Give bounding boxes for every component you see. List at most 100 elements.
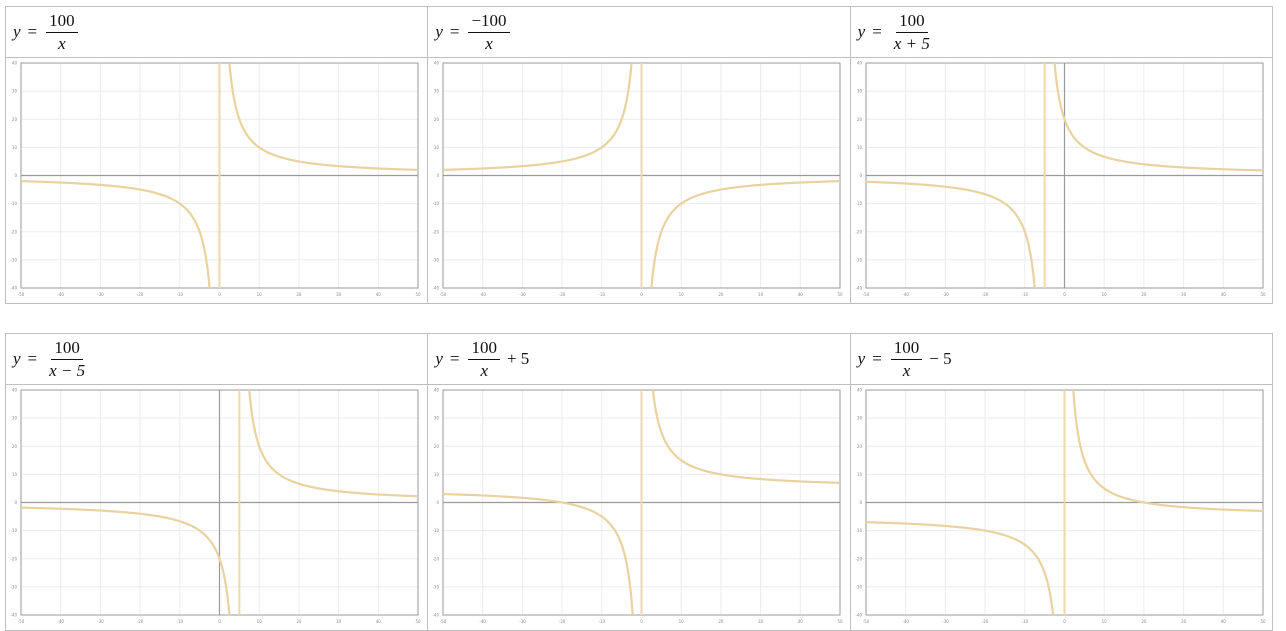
graph-shift-down: -50 -40 -30 -20 -10 0 10 20 30 40 50-40-30-20-1001… <box>855 388 1266 625</box>
fraction: −100 x <box>468 11 510 54</box>
equation-row: y = 100 x y = −100 x y <box>4 6 1274 58</box>
y-tick-label: -40 <box>433 286 440 291</box>
equation-tail: − 5 <box>929 349 952 368</box>
denominator: x + 5 <box>893 33 930 53</box>
equation-cell: y = 100 x − 5 <box>849 333 1274 385</box>
x-tick-label: -20 <box>981 619 988 624</box>
x-tick-label: 20 <box>1141 292 1147 297</box>
equation-cell: y = 100 x − 5 <box>4 333 429 385</box>
x-tick-label: -40 <box>57 292 64 297</box>
x-tick-label: -40 <box>480 619 487 624</box>
y-tick-label: 20 <box>434 444 440 449</box>
equals-sign: = <box>449 22 460 41</box>
y-tick-label: -40 <box>10 613 17 618</box>
x-tick-label: -50 <box>440 292 447 297</box>
y-tick-label: 20 <box>434 117 440 122</box>
x-tick-label: 20 <box>296 619 302 624</box>
equation-lhs: y <box>13 22 21 41</box>
y-tick-label: -30 <box>855 257 862 262</box>
y-tick-label: 10 <box>434 472 440 477</box>
plot-cell: -50 -40 -30 -20 -10 0 10 20 30 40 50 -40 -30 -20 -10 0 1… <box>4 384 429 631</box>
y-tick-label: -10 <box>10 528 17 533</box>
equals-sign: = <box>27 22 38 41</box>
graph-shift-left: -50 -40 -30 -20 -10 0 10 20 30 40 50-40-30-20-1001… <box>855 61 1266 298</box>
x-tick-label: -40 <box>57 619 64 624</box>
y-tick-label: 30 <box>434 416 440 421</box>
graphs-table-bottom: y = 100 x − 5 y = 100 x + 5 <box>4 333 1274 631</box>
numerator: 100 <box>896 11 928 33</box>
x-tick-label: 20 <box>296 292 302 297</box>
denominator: x <box>58 33 66 53</box>
equation: y = 100 x + 5 <box>428 334 849 384</box>
y-tick-label: 10 <box>434 145 440 150</box>
plot-cell: -50 -40 -30 -20 -10 0 10 20 30 40 50 -40 -30 -20 -10 0 1… <box>4 57 429 304</box>
curve-branch-right <box>1071 390 1263 513</box>
y-tick-label: 20 <box>857 117 863 122</box>
x-tick-label: 40 <box>798 292 804 297</box>
y-tick-label: 40 <box>434 388 440 393</box>
y-tick-label: -30 <box>433 584 440 589</box>
curve-branch-right <box>228 63 418 171</box>
x-tick-label: 30 <box>336 292 342 297</box>
numerator: 100 <box>46 11 78 33</box>
y-tick-label: 0 <box>14 500 17 505</box>
x-tick-label: -30 <box>942 619 949 624</box>
fraction: 100 x <box>468 338 500 381</box>
y-tick-label: -20 <box>10 556 17 561</box>
y-tick-label: -30 <box>10 584 17 589</box>
x-tick-label: -20 <box>981 292 988 297</box>
y-tick-label: -10 <box>855 528 862 533</box>
x-tick-label: -30 <box>97 619 104 624</box>
x-tick-label: -20 <box>137 292 144 297</box>
graphs-table-top: y = 100 x y = −100 x y <box>4 6 1274 304</box>
equation-lhs: y <box>435 22 443 41</box>
x-tick-label: 10 <box>257 619 263 624</box>
equation: y = 100 x + 5 <box>851 7 1272 57</box>
y-tick-label: 20 <box>857 444 863 449</box>
equation: y = 100 x <box>6 7 427 57</box>
x-tick-label: -40 <box>480 292 487 297</box>
denominator: x <box>480 360 488 380</box>
y-tick-label: 30 <box>857 416 863 421</box>
curve-branch-left <box>443 492 635 615</box>
x-tick-label: -50 <box>862 619 869 624</box>
y-tick-label: 40 <box>12 61 18 66</box>
x-tick-label: 40 <box>376 619 382 624</box>
x-tick-label: -50 <box>18 619 25 624</box>
equation-cell: y = 100 x <box>4 6 429 58</box>
y-tick-label: 0 <box>437 500 440 505</box>
x-tick-label: 0 <box>218 619 221 624</box>
equals-sign: = <box>872 349 882 368</box>
y-tick-label: 0 <box>859 500 862 505</box>
x-tick-label: 30 <box>1181 292 1187 297</box>
y-tick-label: 30 <box>857 89 863 94</box>
y-tick-label: -20 <box>10 229 17 234</box>
y-tick-label: -10 <box>433 528 440 533</box>
x-tick-label: 40 <box>798 619 804 624</box>
graph-reciprocal: -50 -40 -30 -20 -10 0 10 20 30 40 50-40-30-20-1001… <box>10 61 421 298</box>
x-tick-label: -10 <box>599 619 606 624</box>
x-tick-label: -10 <box>177 292 184 297</box>
curve-branch-right <box>650 180 841 288</box>
y-tick-label: -30 <box>855 584 862 589</box>
curve-branch-left <box>21 506 231 615</box>
y-tick-label: 0 <box>859 173 862 178</box>
plot-cell: -50 -40 -30 -20 -10 0 10 20 30 40 50 -40 -30 -20 -10 0 1… <box>427 384 851 631</box>
curve-branch-right <box>1053 63 1263 172</box>
x-tick-label: 0 <box>1063 292 1066 297</box>
equation-cell: y = −100 x <box>427 6 851 58</box>
equation: y = 100 x − 5 <box>851 334 1272 384</box>
x-tick-label: 50 <box>838 292 844 297</box>
fraction: 100 x − 5 <box>46 338 88 381</box>
plot-row: -50 -40 -30 -20 -10 0 10 20 30 40 50 -40 -30 -20 -10 0 1… <box>4 384 1274 631</box>
equation-cell: y = 100 x + 5 <box>849 6 1274 58</box>
x-tick-label: 20 <box>719 619 725 624</box>
equation-lhs: y <box>857 349 866 368</box>
y-tick-label: -40 <box>855 613 862 618</box>
x-tick-label: -50 <box>862 292 869 297</box>
x-tick-label: -40 <box>902 292 909 297</box>
x-tick-label: -40 <box>902 619 909 624</box>
graph-negative-reciprocal: -50 -40 -30 -20 -10 0 10 20 30 40 50-40-30-20-1001… <box>433 61 844 298</box>
equation: y = 100 x − 5 <box>6 334 427 384</box>
y-tick-label: -30 <box>10 257 17 262</box>
